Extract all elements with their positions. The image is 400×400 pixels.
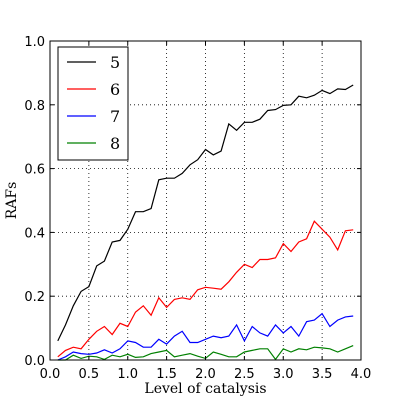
y-tick-label: 1.0 bbox=[24, 35, 45, 50]
y-axis-label: RAFs bbox=[4, 182, 20, 220]
y-tick-label: 0.8 bbox=[24, 99, 45, 114]
y-tick-label: 0.4 bbox=[24, 226, 45, 241]
y-tick-label: 0.2 bbox=[24, 290, 45, 305]
series-layer bbox=[57, 84, 354, 361]
legend-label-5: 5 bbox=[110, 53, 120, 72]
x-tick-label: 1.0 bbox=[117, 367, 138, 382]
legend-box bbox=[57, 46, 129, 161]
series-line-5 bbox=[57, 84, 354, 342]
x-tick-label: 1.5 bbox=[156, 367, 177, 382]
x-axis-label: Level of catalysis bbox=[144, 381, 266, 397]
x-tick-label: 2.5 bbox=[234, 367, 255, 382]
legend: 5 6 7 8 bbox=[57, 46, 129, 161]
legend-label-6: 6 bbox=[110, 80, 120, 99]
x-tick-label: 2.0 bbox=[195, 367, 216, 382]
tick-labels: 0.0 0.5 1.0 1.5 2.0 2.5 3.0 3.5 4.0 0.0 0.2 0.4 0.6 0… bbox=[24, 35, 371, 382]
series-line-7 bbox=[57, 312, 354, 361]
x-tick-label: 4.0 bbox=[351, 367, 372, 382]
x-tick-label: 0.5 bbox=[79, 367, 100, 382]
x-tick-label: 3.0 bbox=[273, 367, 294, 382]
y-tick-label: 0.0 bbox=[24, 354, 45, 369]
axis-ticks bbox=[49, 40, 362, 361]
series-line-6 bbox=[57, 220, 354, 358]
x-tick-label: 3.5 bbox=[312, 367, 333, 382]
legend-label-8: 8 bbox=[110, 134, 120, 153]
y-tick-label: 0.6 bbox=[24, 163, 45, 178]
legend-label-7: 7 bbox=[110, 107, 120, 126]
x-tick-label: 0.0 bbox=[40, 367, 61, 382]
